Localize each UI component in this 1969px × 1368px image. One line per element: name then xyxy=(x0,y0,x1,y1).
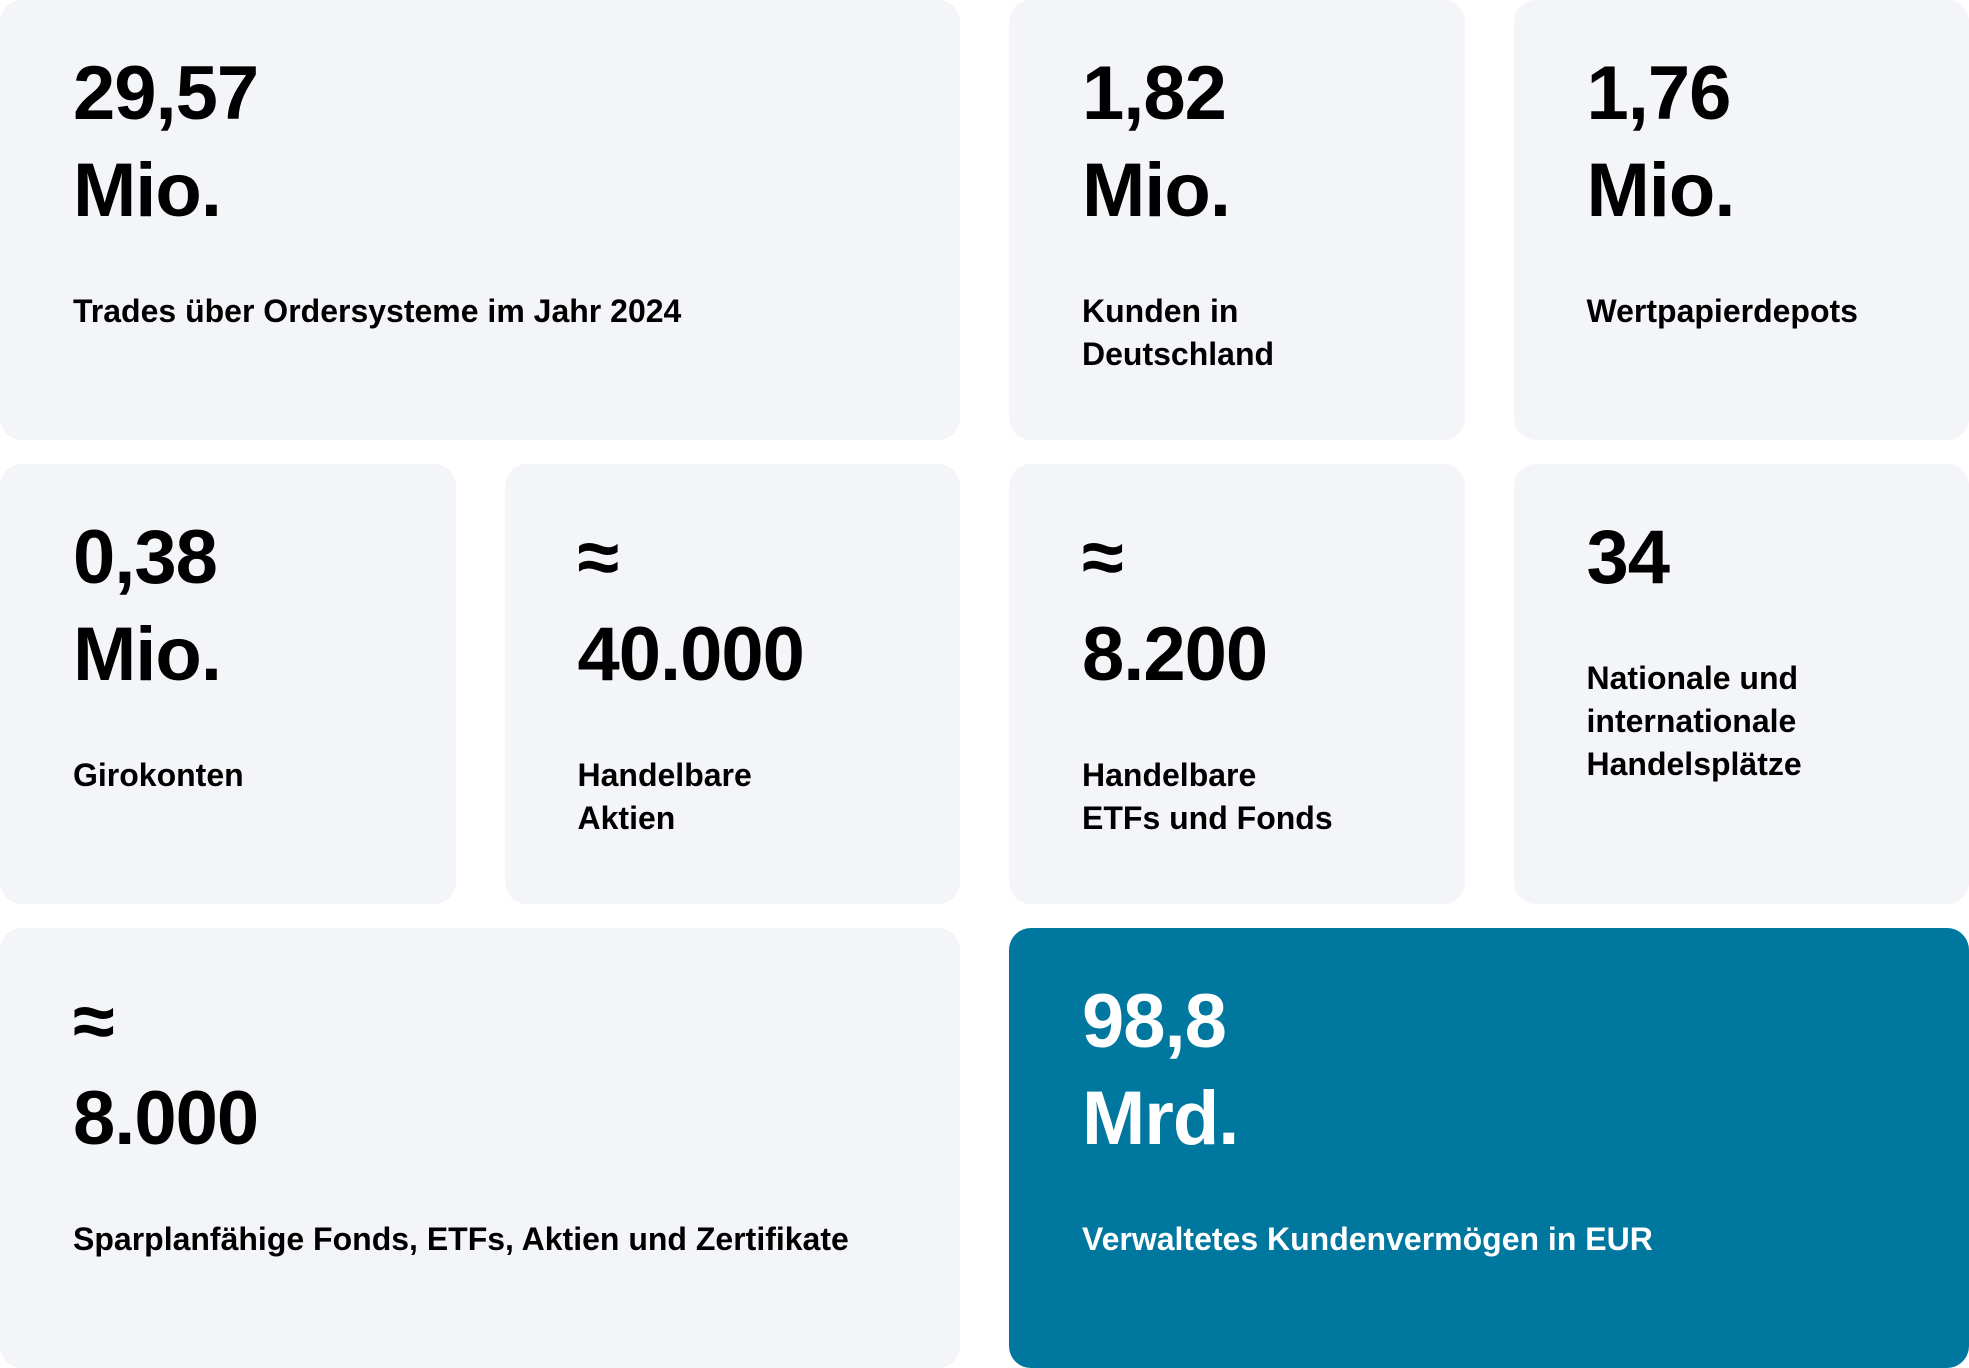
stat-value: Mio. xyxy=(1082,148,1231,233)
stat-card: ≈8.200 Handelbare ETFs und Fonds xyxy=(1009,464,1465,904)
stat-label: Kunden in Deutschland xyxy=(1082,290,1425,376)
stat-label-line: Aktien xyxy=(577,800,676,836)
stat-value: 1,82 xyxy=(1082,51,1227,136)
stat-label: Handelbare ETFs und Fonds xyxy=(1082,754,1425,840)
stat-value: ≈ xyxy=(73,979,115,1064)
stat-value: Mrd. xyxy=(1082,1076,1239,1161)
stat-card: 1,76 Mio. Wertpapierdepots xyxy=(1513,0,1969,440)
stat-card: 29,57 Mio. Trades über Ordersysteme im Jah… xyxy=(0,0,960,440)
stat-label: Sparplanfähige Fonds, ETFs, Aktien und Z… xyxy=(73,1218,920,1261)
stat-card: 34 Nationale und internationale Handelsplät… xyxy=(1513,464,1969,904)
stat-label-line: Handelbare xyxy=(577,757,752,793)
stat-label: Nationale und internationale Handelsplätze xyxy=(1587,657,1930,786)
stat-label-line: Handelbare xyxy=(1082,757,1257,793)
stat-label-line: Sparplanfähige Fonds, ETFs, Aktien und Z… xyxy=(73,1221,849,1257)
stat-label: Girokonten xyxy=(73,754,416,797)
stat-value: Mio. xyxy=(1586,148,1736,233)
stat-card: ≈8.000 Sparplanfähige Fonds, ETFs, Aktien… xyxy=(0,928,960,1368)
stat-label-line: Kunden in xyxy=(1082,293,1239,329)
stat-value: 8.000 xyxy=(73,1076,259,1161)
stat-label-line: Handelsplätze xyxy=(1586,746,1802,782)
stat-value: 8.200 xyxy=(1082,612,1268,697)
stat-value: Mio. xyxy=(73,612,222,697)
stat-card: 98,8 Mrd. Verwaltetes Kundenvermögen in EU… xyxy=(1009,928,1969,1368)
stat-label-line: Trades über Ordersysteme im Jahr 2024 xyxy=(73,293,682,329)
stat-label-line: Nationale und xyxy=(1586,660,1799,696)
stat-label-line: ETFs und Fonds xyxy=(1082,800,1333,836)
stat-value: 29,57 xyxy=(73,51,259,136)
stat-card: 0,38 Mio. Girokonten xyxy=(0,464,456,904)
stat-value: 0,38 xyxy=(73,515,218,600)
stat-value: Mio. xyxy=(73,148,222,233)
stat-value: 34 xyxy=(1586,515,1671,600)
stat-value: 40.000 xyxy=(577,612,805,697)
stat-label: Wertpapierdepots xyxy=(1587,290,1930,333)
stat-value: 1,76 xyxy=(1586,51,1732,136)
stat-label-line: Wertpapierdepots xyxy=(1586,293,1858,329)
stat-label: Handelbare Aktien xyxy=(578,754,921,840)
stat-value: ≈ xyxy=(1082,515,1124,600)
stat-value: 98,8 xyxy=(1082,979,1227,1064)
stat-value: ≈ xyxy=(577,515,620,600)
stat-label-line: Deutschland xyxy=(1082,336,1275,372)
stat-label-line: Girokonten xyxy=(73,757,244,793)
stat-label-line: Verwaltetes Kundenvermögen in EUR xyxy=(1082,1221,1653,1257)
stat-label-line: internationale xyxy=(1586,703,1797,739)
stat-card: 1,82 Mio. Kunden in Deutschland xyxy=(1009,0,1465,440)
stat-card: ≈40.000 Handelbare Aktien xyxy=(504,464,960,904)
stat-label: Trades über Ordersysteme im Jahr 2024 xyxy=(73,290,920,333)
stat-label: Verwaltetes Kundenvermögen in EUR xyxy=(1082,1218,1929,1261)
